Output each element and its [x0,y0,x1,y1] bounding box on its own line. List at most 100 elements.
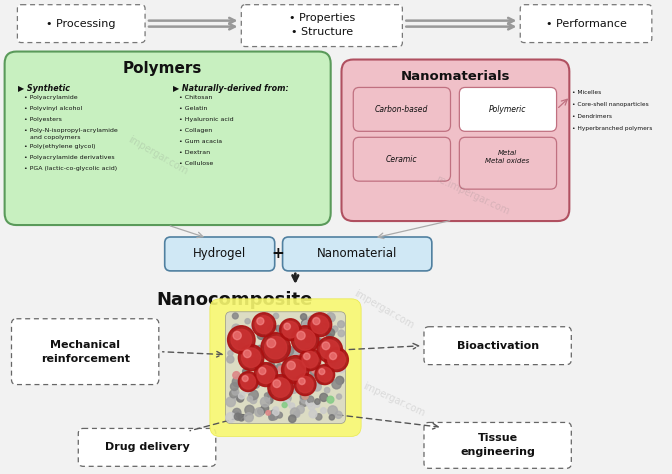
FancyBboxPatch shape [17,5,145,43]
Circle shape [325,340,333,348]
Circle shape [278,352,285,360]
Circle shape [312,365,317,370]
Circle shape [290,408,300,417]
Circle shape [257,408,265,415]
Text: • Chitosan: • Chitosan [179,95,213,100]
Circle shape [255,408,263,417]
Circle shape [283,356,292,365]
Circle shape [269,382,278,390]
Circle shape [325,347,348,372]
Circle shape [247,383,252,388]
Circle shape [312,332,318,338]
Circle shape [260,348,270,358]
Circle shape [271,330,276,336]
Circle shape [243,350,251,358]
Circle shape [298,378,305,384]
Circle shape [314,402,320,407]
FancyBboxPatch shape [241,5,403,46]
Circle shape [315,365,335,384]
Text: • Polyvinyl alcohol: • Polyvinyl alcohol [24,106,83,111]
Circle shape [251,324,259,332]
Circle shape [243,346,250,354]
Circle shape [267,367,277,376]
Circle shape [269,367,278,376]
Circle shape [276,341,284,348]
Circle shape [274,327,281,333]
Circle shape [255,364,263,372]
Circle shape [299,349,321,371]
Circle shape [284,333,291,339]
Circle shape [243,368,249,375]
Circle shape [338,366,345,373]
Circle shape [336,361,345,370]
Text: • Gum acacia: • Gum acacia [179,139,222,144]
Text: Bioactivation: Bioactivation [456,341,539,351]
Circle shape [241,383,247,390]
Circle shape [268,325,276,333]
Circle shape [274,386,280,393]
Circle shape [294,411,300,418]
Circle shape [300,399,307,407]
Circle shape [282,376,290,384]
Text: • Collagen: • Collagen [179,128,213,133]
Circle shape [321,408,327,413]
Circle shape [320,393,328,401]
Text: • Hyperbranched polymers: • Hyperbranched polymers [573,127,653,131]
FancyBboxPatch shape [282,237,432,271]
Circle shape [302,392,308,399]
FancyBboxPatch shape [460,137,556,189]
Circle shape [277,412,282,418]
Circle shape [308,316,317,325]
Circle shape [268,374,294,401]
FancyBboxPatch shape [165,237,275,271]
Circle shape [285,359,306,380]
Text: • Processing: • Processing [46,18,116,28]
Circle shape [297,355,302,359]
Text: Hydrogel: Hydrogel [193,247,247,260]
Circle shape [280,380,288,388]
Text: • Structure: • Structure [291,27,353,36]
Circle shape [289,403,295,409]
Circle shape [318,347,323,352]
Circle shape [240,334,249,343]
Circle shape [312,337,321,346]
Circle shape [312,366,319,373]
Circle shape [282,402,287,408]
Text: ▶ Synthetic: ▶ Synthetic [18,84,71,93]
Circle shape [250,343,255,349]
Circle shape [267,391,274,397]
Circle shape [245,405,254,415]
Circle shape [286,358,295,367]
Circle shape [322,323,327,329]
Circle shape [337,394,341,399]
Circle shape [308,320,314,326]
Text: • Hyaluronic acid: • Hyaluronic acid [179,118,234,122]
Circle shape [297,376,313,393]
Circle shape [287,386,294,394]
Circle shape [304,330,310,336]
Circle shape [324,365,331,373]
Circle shape [298,341,305,348]
Circle shape [328,344,335,351]
Circle shape [239,392,245,399]
Text: • Performance: • Performance [546,18,626,28]
Circle shape [304,353,310,360]
Circle shape [232,324,240,332]
Text: • Core-shell nanoparticles: • Core-shell nanoparticles [573,102,649,108]
Text: Nanomaterial: Nanomaterial [317,247,397,260]
Circle shape [258,365,266,373]
Circle shape [302,361,307,367]
Circle shape [294,349,300,356]
FancyBboxPatch shape [424,327,571,365]
Circle shape [295,329,302,337]
Circle shape [257,359,263,366]
Text: Polymers: Polymers [123,61,202,76]
Circle shape [284,400,290,406]
Circle shape [296,406,304,413]
Circle shape [237,378,243,384]
Circle shape [245,413,253,422]
Circle shape [250,397,257,403]
Circle shape [317,367,332,382]
Circle shape [312,383,321,391]
Circle shape [325,341,331,347]
